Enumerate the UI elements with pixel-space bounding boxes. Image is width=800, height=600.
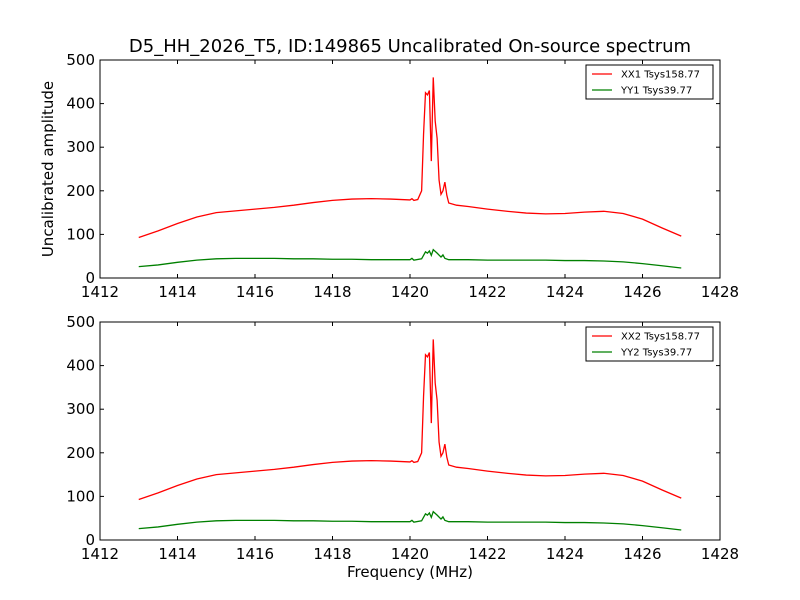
x-tick-label: 1420	[391, 545, 429, 563]
y-tick-label: 400	[66, 95, 95, 113]
legend-label: XX2 Tsys158.77	[621, 332, 700, 343]
y-tick-label: 300	[66, 138, 95, 156]
series-line-2	[138, 510, 682, 531]
x-tick-label: 1414	[158, 545, 196, 563]
x-tick-label: 1424	[546, 545, 584, 563]
x-tick-label: 1416	[236, 283, 274, 301]
y-tick-label: 0	[85, 269, 95, 287]
y-tick-label: 100	[66, 225, 95, 243]
legend-label: YY1 Tsys39.77	[620, 86, 692, 97]
x-axis-label: Frequency (MHz)	[347, 563, 473, 581]
y-tick-label: 500	[66, 51, 95, 69]
series-line-1	[138, 339, 682, 501]
legend-box	[585, 64, 714, 100]
x-tick-label: 1428	[701, 283, 739, 301]
chart-title: D5_HH_2026_T5, ID:149865 Uncalibrated On…	[129, 36, 691, 57]
y-tick-label: 500	[66, 313, 95, 331]
x-tick-label: 1428	[701, 545, 739, 563]
legend: XX2 Tsys158.77 YY2 Tsys39.77	[585, 326, 714, 362]
bottom-plot: 1412 1414 1416 1418 1420 1422 1424 1426 1428 0 100…	[66, 313, 739, 581]
legend-label: YY2 Tsys39.77	[620, 348, 692, 359]
y-tick-label: 0	[85, 531, 95, 549]
y-tick-label: 300	[66, 400, 95, 418]
x-tick-label: 1422	[468, 283, 506, 301]
y-tick-label: 400	[66, 357, 95, 375]
x-tick-label: 1420	[391, 283, 429, 301]
y-axis-label: Uncalibrated amplitude	[39, 81, 57, 257]
x-tick-label: 1412	[81, 545, 119, 563]
series-line-1	[138, 77, 682, 239]
x-tick-label: 1426	[623, 545, 661, 563]
series-line-2	[138, 248, 682, 269]
x-tick-label: 1426	[623, 283, 661, 301]
x-tick-label: 1424	[546, 283, 584, 301]
x-tick-label: 1412	[81, 283, 119, 301]
legend: XX1 Tsys158.77 YY1 Tsys39.77	[585, 64, 714, 100]
legend-box	[585, 326, 714, 362]
x-tick-label: 1416	[236, 545, 274, 563]
y-tick-label: 200	[66, 182, 95, 200]
x-tick-label: 1414	[158, 283, 196, 301]
top-plot: 1412 1414 1416 1418 1420 1422 1424 1426 1428 0 100…	[39, 36, 739, 301]
x-tick-label: 1418	[313, 545, 351, 563]
x-tick-label: 1418	[313, 283, 351, 301]
x-tick-label: 1422	[468, 545, 506, 563]
y-tick-label: 100	[66, 487, 95, 505]
legend-label: XX1 Tsys158.77	[621, 70, 700, 81]
y-tick-label: 200	[66, 444, 95, 462]
